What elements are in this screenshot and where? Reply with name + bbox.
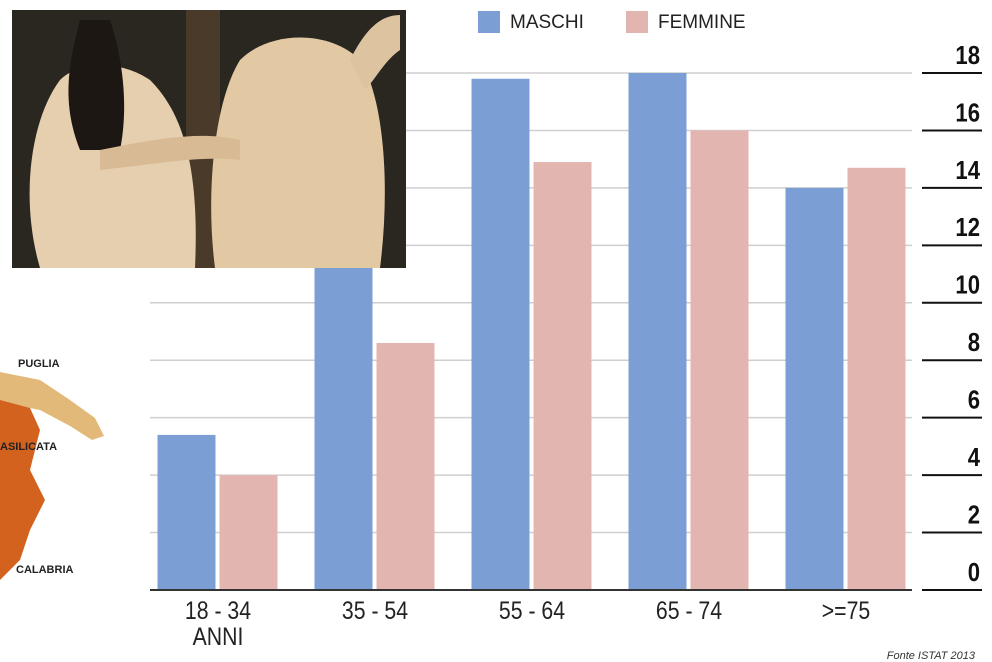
painting-arm bbox=[350, 15, 400, 90]
painting-arm bbox=[100, 135, 240, 170]
bar bbox=[628, 73, 687, 590]
y-tick-label: 4 bbox=[968, 443, 981, 472]
map-region bbox=[0, 400, 45, 580]
source: Fonte ISTAT 2013 bbox=[887, 650, 976, 662]
bar bbox=[533, 162, 592, 591]
bar bbox=[314, 245, 373, 591]
map: PUGLIA ASILICATA CALABRIA bbox=[0, 358, 104, 580]
bar bbox=[376, 342, 435, 590]
y-tick-label: 10 bbox=[955, 271, 980, 300]
y-tick-label: 6 bbox=[968, 386, 980, 415]
x-tick-label: 65 - 74 bbox=[655, 597, 722, 625]
y-tick-label: 8 bbox=[968, 328, 980, 357]
y-tick-label: 2 bbox=[968, 501, 980, 530]
bar bbox=[219, 475, 278, 590]
y-tick-label: 12 bbox=[955, 214, 980, 243]
y-tick-label: 18 bbox=[955, 41, 980, 70]
bar bbox=[471, 78, 530, 590]
legend-label: FEMMINE bbox=[658, 12, 746, 33]
y-tick-label: 14 bbox=[955, 156, 980, 185]
legend-label: MASCHI bbox=[510, 12, 584, 33]
bar bbox=[157, 434, 216, 590]
bar bbox=[785, 187, 844, 590]
x-tick-label: 55 - 64 bbox=[498, 597, 565, 625]
painting-figure bbox=[211, 37, 385, 268]
painting-hair bbox=[68, 20, 125, 150]
map-region bbox=[0, 372, 104, 440]
map-label: CALABRIA bbox=[16, 564, 73, 576]
y-tick-label: 0 bbox=[968, 558, 980, 587]
x-tick-label: 35 - 54 bbox=[341, 597, 408, 625]
x-tick-label: >=75 bbox=[821, 597, 870, 625]
x-tick-label: 18 - 34 ANNI bbox=[184, 597, 251, 651]
map-label: ASILICATA bbox=[0, 441, 57, 453]
y-tick-label: 16 bbox=[955, 99, 980, 128]
bar bbox=[847, 167, 906, 591]
legend-swatch bbox=[626, 11, 648, 33]
map-label: PUGLIA bbox=[18, 358, 60, 370]
painting bbox=[12, 10, 406, 268]
bar bbox=[690, 130, 749, 590]
legend-swatch bbox=[478, 11, 500, 33]
